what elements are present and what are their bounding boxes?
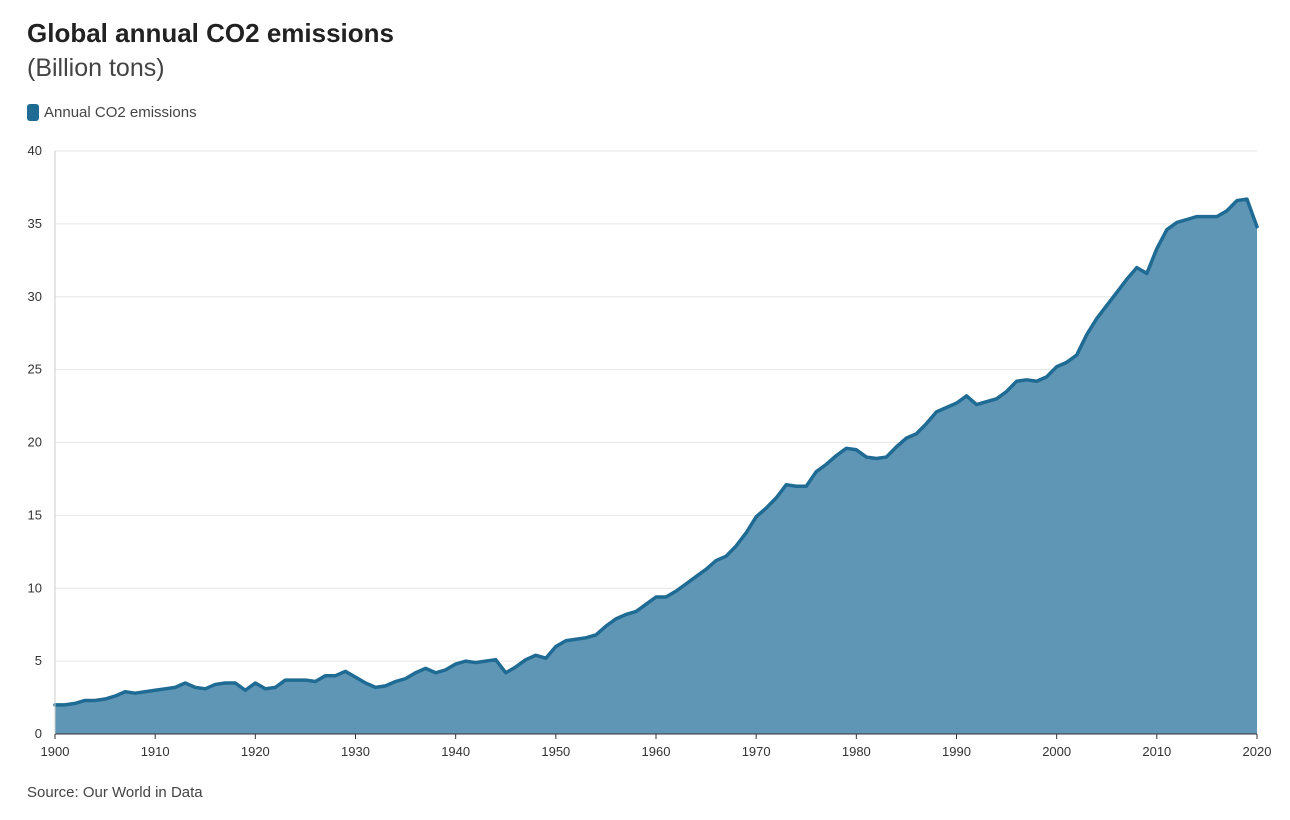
y-tick-label: 35: [28, 216, 42, 231]
source-note: Source: Our World in Data: [27, 784, 203, 801]
series-line: [53, 197, 1259, 707]
y-tick-label: 5: [35, 653, 42, 668]
y-tick-label: 30: [28, 289, 42, 304]
x-tick-label: 1990: [942, 744, 971, 759]
x-tick-label: 1910: [141, 744, 170, 759]
chart-title: Global annual CO2 emissions: [27, 18, 394, 48]
area-fill: [55, 199, 1257, 735]
y-tick-label: 10: [28, 580, 42, 595]
x-axis: 1900 1910 1920 1930 1940 1950 1960 1970 1980 1990…: [41, 733, 1272, 759]
y-tick-label: 20: [28, 435, 42, 450]
x-tick-label: 1960: [642, 744, 671, 759]
y-tick-label: 0: [35, 726, 42, 741]
x-tick-label: 2020: [1243, 744, 1272, 759]
x-tick-label: 1920: [241, 744, 270, 759]
x-tick-label: 2000: [1042, 744, 1071, 759]
plot-area: [53, 197, 1259, 735]
y-tick-label: 15: [28, 507, 42, 522]
y-tick-label: 40: [28, 143, 42, 158]
chart-subtitle: (Billion tons): [27, 54, 165, 82]
chart-legend: Annual CO2 emissions: [27, 104, 197, 121]
x-tick-label: 1930: [341, 744, 370, 759]
x-tick-label: 1950: [541, 744, 570, 759]
x-tick-label: 1980: [842, 744, 871, 759]
legend-swatch: [27, 104, 39, 121]
x-tick-label: 1970: [742, 744, 771, 759]
x-tick-label: 1900: [41, 744, 70, 759]
x-tick-label: 1940: [441, 744, 470, 759]
legend-label: Annual CO2 emissions: [44, 104, 197, 121]
y-axis: 0 5 10 15 20 25 30 35 40: [28, 143, 56, 741]
x-tick-label: 2010: [1142, 744, 1171, 759]
y-tick-label: 25: [28, 362, 42, 377]
